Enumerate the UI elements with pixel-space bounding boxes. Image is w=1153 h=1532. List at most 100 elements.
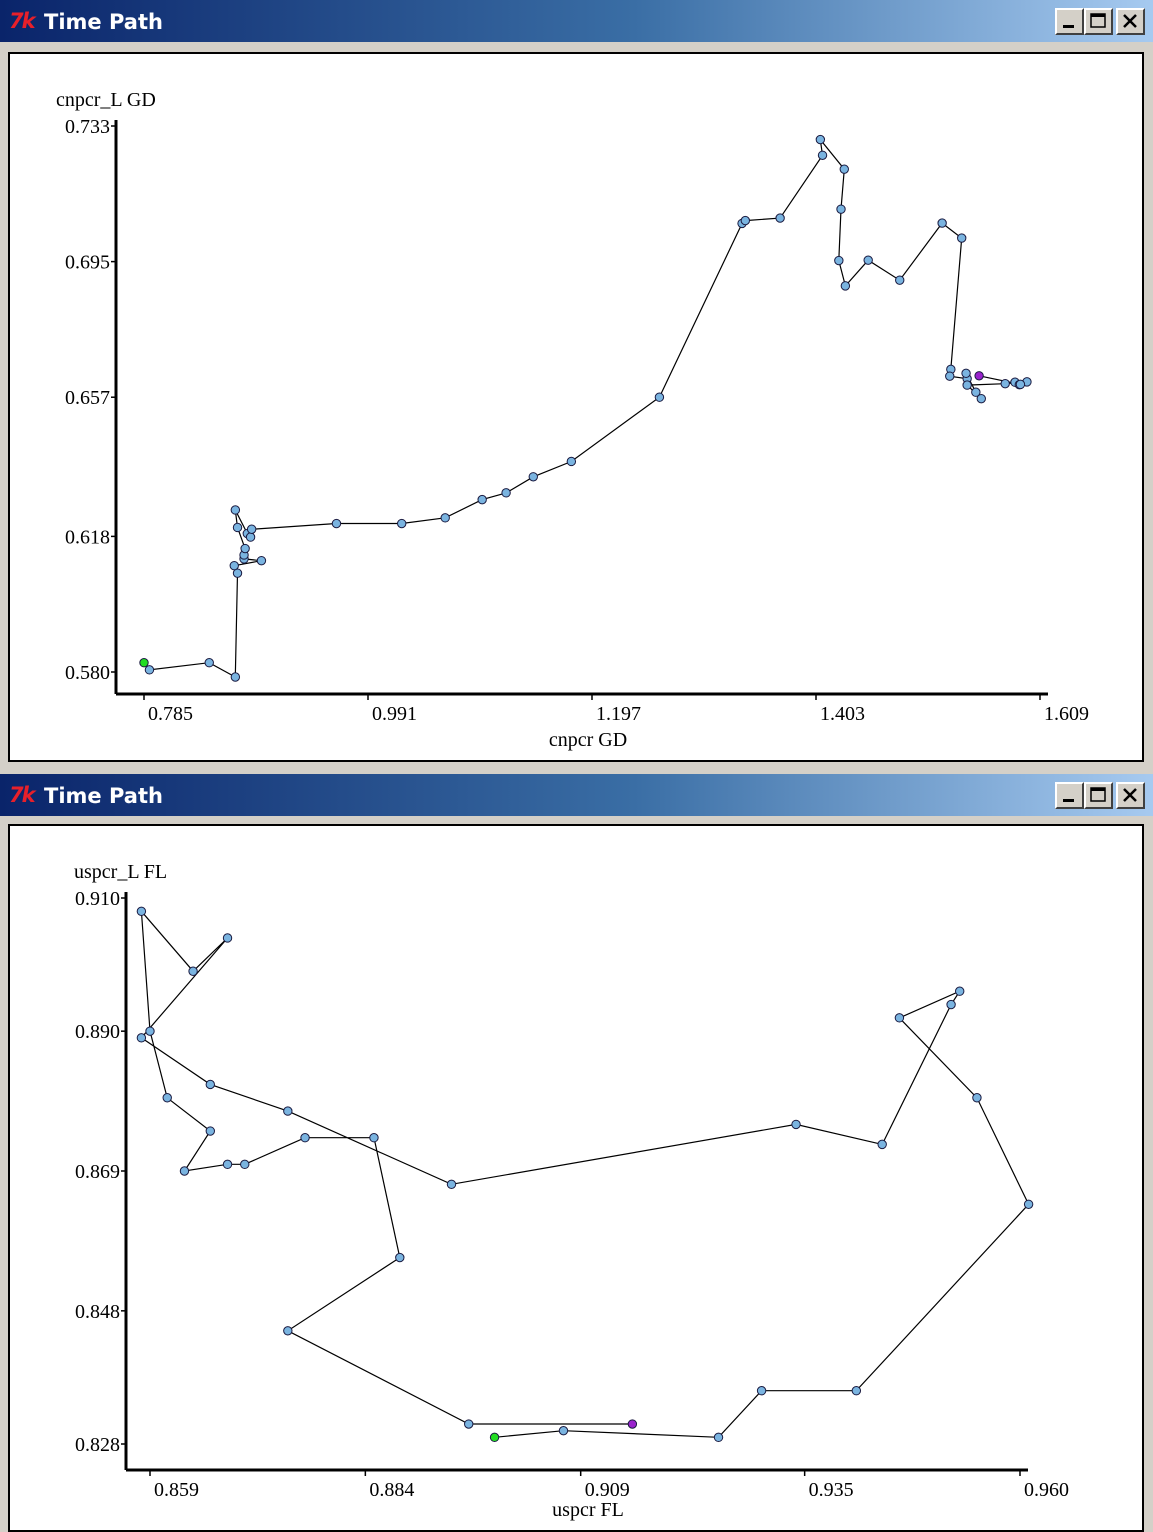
data-point xyxy=(188,966,198,976)
data-point xyxy=(256,555,267,566)
data-point xyxy=(144,665,155,675)
tk-feather-icon: 7k xyxy=(9,783,36,807)
tk-feather-icon: 7k xyxy=(9,9,36,33)
data-point xyxy=(976,393,986,404)
close-icon xyxy=(1123,788,1137,802)
data-point xyxy=(205,1079,215,1090)
y-tick-label: 0.733 xyxy=(65,116,110,138)
data-point xyxy=(477,494,487,505)
data-point xyxy=(740,215,751,226)
data-point xyxy=(245,532,256,542)
minimize-button[interactable] xyxy=(1055,782,1084,809)
y-tick-label: 0.695 xyxy=(65,252,110,274)
data-point xyxy=(1023,1199,1034,1209)
data-point xyxy=(971,387,981,397)
data-point xyxy=(962,380,972,390)
data-point xyxy=(834,255,844,266)
x-tick-label: 0.785 xyxy=(148,703,193,725)
y-axis-label: cnpcr_L GD xyxy=(56,89,156,111)
data-point xyxy=(331,518,342,529)
data-point xyxy=(791,1119,801,1130)
data-point xyxy=(395,1252,405,1263)
data-point xyxy=(179,1166,190,1176)
window-title: Time Path xyxy=(44,784,163,808)
data-point xyxy=(222,933,233,943)
data-point xyxy=(136,906,147,917)
data-point xyxy=(528,472,538,482)
time-path-window-1: 7k Time Path cnpcr_L GD cnpcr GD 0.733 0.… xyxy=(0,0,1153,762)
time-path-chart: cnpcr_L GD cnpcr GD 0.733 0.695 0.657 0.618… xyxy=(56,89,1089,751)
series-line xyxy=(143,137,1028,679)
data-point xyxy=(836,204,846,214)
x-tick-label: 0.859 xyxy=(154,1479,199,1501)
close-icon xyxy=(1123,14,1137,28)
title-bar[interactable]: 7k Time Path xyxy=(0,0,1153,42)
chart-canvas: uspcr_L FL uspcr FL 0.910 0.890 0.869 0.848… xyxy=(8,824,1144,1532)
data-point xyxy=(240,543,250,554)
data-point xyxy=(369,1133,379,1143)
data-point xyxy=(961,368,971,379)
series-line xyxy=(140,909,1030,1438)
data-point xyxy=(713,1432,724,1443)
minimize-icon xyxy=(1063,25,1074,28)
data-point xyxy=(230,672,241,682)
data-point xyxy=(756,1386,767,1396)
x-tick-label: 1.609 xyxy=(1044,703,1089,725)
maximize-icon xyxy=(1090,787,1106,802)
minimize-icon xyxy=(1063,799,1074,802)
y-tick-label: 0.848 xyxy=(75,1301,120,1323)
x-tick-label: 1.403 xyxy=(820,703,865,725)
y-tick-label: 0.869 xyxy=(75,1161,120,1183)
data-point xyxy=(229,560,239,571)
y-tick-label: 0.910 xyxy=(75,888,120,910)
data-point xyxy=(240,1159,250,1170)
time-path-window-2: 7k Time Path uspcr_L FL uspcr FL 0.910 0.… xyxy=(0,774,1153,1532)
x-axis-label: uspcr FL xyxy=(552,1499,624,1521)
chart-canvas: cnpcr_L GD cnpcr GD 0.733 0.695 0.657 0.618… xyxy=(8,52,1144,762)
data-point xyxy=(775,213,785,223)
time-path-chart: uspcr_L FL uspcr FL 0.910 0.890 0.869 0.848… xyxy=(74,861,1069,1521)
start-point xyxy=(139,658,149,668)
data-point xyxy=(566,456,577,467)
data-point xyxy=(397,518,407,529)
y-tick-label: 0.890 xyxy=(75,1021,120,1043)
window-title: Time Path xyxy=(44,10,163,34)
y-tick-label: 0.580 xyxy=(65,662,110,684)
data-point xyxy=(937,218,947,228)
close-button[interactable] xyxy=(1116,782,1145,809)
data-point xyxy=(440,513,450,523)
data-point xyxy=(877,1139,887,1150)
data-point xyxy=(464,1419,474,1429)
data-point xyxy=(851,1386,862,1396)
maximize-button[interactable] xyxy=(1084,8,1113,35)
data-point xyxy=(1000,378,1010,389)
data-point xyxy=(205,1126,215,1136)
data-point xyxy=(145,1026,155,1036)
maximize-icon xyxy=(1090,13,1106,28)
y-tick-label: 0.618 xyxy=(65,526,110,548)
data-point xyxy=(815,134,826,145)
x-tick-label: 0.909 xyxy=(585,1479,630,1501)
data-point xyxy=(957,233,967,243)
data-point xyxy=(232,522,243,533)
data-point xyxy=(501,488,511,498)
maximize-button[interactable] xyxy=(1084,782,1113,809)
data-point xyxy=(300,1133,310,1143)
x-tick-label: 0.960 xyxy=(1024,1479,1069,1501)
start-point xyxy=(489,1432,500,1443)
data-point xyxy=(136,1033,147,1043)
title-bar[interactable]: 7k Time Path xyxy=(0,774,1153,816)
data-point xyxy=(955,986,965,996)
data-point xyxy=(817,150,828,160)
data-point xyxy=(222,1159,233,1170)
y-tick-label: 0.828 xyxy=(75,1434,120,1456)
data-point xyxy=(446,1179,457,1190)
minimize-button[interactable] xyxy=(1055,8,1084,35)
data-point xyxy=(283,1326,293,1336)
data-point xyxy=(230,505,241,515)
data-point xyxy=(945,371,955,381)
close-button[interactable] xyxy=(1116,8,1145,35)
data-point xyxy=(558,1425,569,1436)
y-tick-label: 0.657 xyxy=(65,387,110,409)
data-point xyxy=(895,275,905,285)
